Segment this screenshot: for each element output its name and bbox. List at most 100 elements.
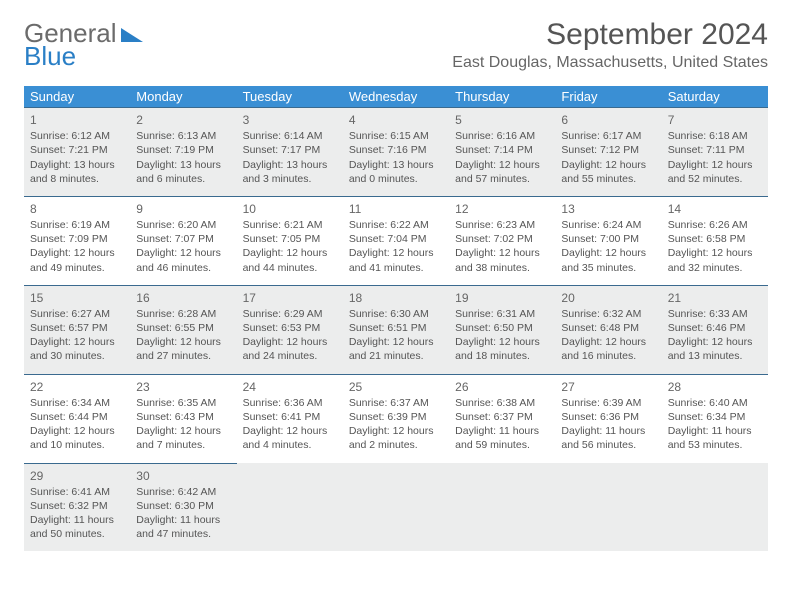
calendar-cell (343, 463, 449, 552)
day-number: 29 (30, 468, 124, 484)
sunset-text: Sunset: 6:43 PM (136, 410, 230, 424)
daylight-text: Daylight: 12 hours and 35 minutes. (561, 246, 655, 274)
sunrise-text: Sunrise: 6:31 AM (455, 307, 549, 321)
daylight-text: Daylight: 13 hours and 6 minutes. (136, 158, 230, 186)
daylight-text: Daylight: 12 hours and 38 minutes. (455, 246, 549, 274)
month-title: September 2024 (452, 18, 768, 52)
day-number: 5 (455, 112, 549, 128)
sunset-text: Sunset: 6:37 PM (455, 410, 549, 424)
sunrise-text: Sunrise: 6:40 AM (668, 396, 762, 410)
location-text: East Douglas, Massachusetts, United Stat… (452, 54, 768, 72)
day-number: 9 (136, 201, 230, 217)
calendar-cell: 29Sunrise: 6:41 AMSunset: 6:32 PMDayligh… (24, 463, 130, 552)
sunrise-text: Sunrise: 6:12 AM (30, 129, 124, 143)
sunset-text: Sunset: 7:21 PM (30, 143, 124, 157)
logo-word2: Blue (24, 41, 76, 71)
sunrise-text: Sunrise: 6:29 AM (243, 307, 337, 321)
sunrise-text: Sunrise: 6:13 AM (136, 129, 230, 143)
sunset-text: Sunset: 6:48 PM (561, 321, 655, 335)
sunrise-text: Sunrise: 6:34 AM (30, 396, 124, 410)
sunrise-text: Sunrise: 6:23 AM (455, 218, 549, 232)
day-number: 12 (455, 201, 549, 217)
sunset-text: Sunset: 6:46 PM (668, 321, 762, 335)
daylight-text: Daylight: 12 hours and 21 minutes. (349, 335, 443, 363)
day-number: 24 (243, 379, 337, 395)
sunrise-text: Sunrise: 6:28 AM (136, 307, 230, 321)
calendar-cell: 10Sunrise: 6:21 AMSunset: 7:05 PMDayligh… (237, 196, 343, 285)
day-number: 8 (30, 201, 124, 217)
sunrise-text: Sunrise: 6:15 AM (349, 129, 443, 143)
weekday-header: Wednesday (343, 86, 449, 107)
sunrise-text: Sunrise: 6:16 AM (455, 129, 549, 143)
sunset-text: Sunset: 7:11 PM (668, 143, 762, 157)
daylight-text: Daylight: 12 hours and 27 minutes. (136, 335, 230, 363)
calendar-cell: 19Sunrise: 6:31 AMSunset: 6:50 PMDayligh… (449, 285, 555, 374)
calendar-cell: 3Sunrise: 6:14 AMSunset: 7:17 PMDaylight… (237, 107, 343, 196)
weekday-header: Saturday (662, 86, 768, 107)
calendar-cell: 20Sunrise: 6:32 AMSunset: 6:48 PMDayligh… (555, 285, 661, 374)
day-number: 4 (349, 112, 443, 128)
sunset-text: Sunset: 7:02 PM (455, 232, 549, 246)
day-number: 28 (668, 379, 762, 395)
header: General Blue September 2024 East Douglas… (24, 18, 768, 80)
weekday-header: Sunday (24, 86, 130, 107)
calendar-cell: 17Sunrise: 6:29 AMSunset: 6:53 PMDayligh… (237, 285, 343, 374)
sunset-text: Sunset: 6:53 PM (243, 321, 337, 335)
logo: General Blue (24, 18, 143, 69)
sunrise-text: Sunrise: 6:14 AM (243, 129, 337, 143)
weekday-header: Monday (130, 86, 236, 107)
sunset-text: Sunset: 6:41 PM (243, 410, 337, 424)
day-number: 22 (30, 379, 124, 395)
day-number: 16 (136, 290, 230, 306)
daylight-text: Daylight: 12 hours and 49 minutes. (30, 246, 124, 274)
calendar-cell: 6Sunrise: 6:17 AMSunset: 7:12 PMDaylight… (555, 107, 661, 196)
sunset-text: Sunset: 6:36 PM (561, 410, 655, 424)
daylight-text: Daylight: 13 hours and 8 minutes. (30, 158, 124, 186)
sunset-text: Sunset: 6:51 PM (349, 321, 443, 335)
calendar-cell: 14Sunrise: 6:26 AMSunset: 6:58 PMDayligh… (662, 196, 768, 285)
day-number: 15 (30, 290, 124, 306)
day-number: 21 (668, 290, 762, 306)
sunset-text: Sunset: 7:07 PM (136, 232, 230, 246)
day-number: 17 (243, 290, 337, 306)
calendar-cell: 8Sunrise: 6:19 AMSunset: 7:09 PMDaylight… (24, 196, 130, 285)
sunrise-text: Sunrise: 6:38 AM (455, 396, 549, 410)
day-number: 1 (30, 112, 124, 128)
sunrise-text: Sunrise: 6:18 AM (668, 129, 762, 143)
sunset-text: Sunset: 6:32 PM (30, 499, 124, 513)
day-number: 20 (561, 290, 655, 306)
daylight-text: Daylight: 12 hours and 18 minutes. (455, 335, 549, 363)
daylight-text: Daylight: 12 hours and 13 minutes. (668, 335, 762, 363)
sunrise-text: Sunrise: 6:24 AM (561, 218, 655, 232)
daylight-text: Daylight: 12 hours and 24 minutes. (243, 335, 337, 363)
daylight-text: Daylight: 12 hours and 52 minutes. (668, 158, 762, 186)
day-number: 26 (455, 379, 549, 395)
calendar-cell (555, 463, 661, 552)
sunrise-text: Sunrise: 6:33 AM (668, 307, 762, 321)
calendar-cell: 23Sunrise: 6:35 AMSunset: 6:43 PMDayligh… (130, 374, 236, 463)
calendar-cell: 4Sunrise: 6:15 AMSunset: 7:16 PMDaylight… (343, 107, 449, 196)
calendar-cell: 18Sunrise: 6:30 AMSunset: 6:51 PMDayligh… (343, 285, 449, 374)
day-number: 27 (561, 379, 655, 395)
calendar-cell: 11Sunrise: 6:22 AMSunset: 7:04 PMDayligh… (343, 196, 449, 285)
sunrise-text: Sunrise: 6:35 AM (136, 396, 230, 410)
daylight-text: Daylight: 11 hours and 50 minutes. (30, 513, 124, 541)
calendar-cell: 28Sunrise: 6:40 AMSunset: 6:34 PMDayligh… (662, 374, 768, 463)
sunset-text: Sunset: 6:34 PM (668, 410, 762, 424)
sunrise-text: Sunrise: 6:20 AM (136, 218, 230, 232)
calendar-cell: 22Sunrise: 6:34 AMSunset: 6:44 PMDayligh… (24, 374, 130, 463)
daylight-text: Daylight: 12 hours and 7 minutes. (136, 424, 230, 452)
sunset-text: Sunset: 7:05 PM (243, 232, 337, 246)
sunset-text: Sunset: 7:04 PM (349, 232, 443, 246)
calendar-cell: 27Sunrise: 6:39 AMSunset: 6:36 PMDayligh… (555, 374, 661, 463)
calendar-cell: 13Sunrise: 6:24 AMSunset: 7:00 PMDayligh… (555, 196, 661, 285)
sunset-text: Sunset: 7:12 PM (561, 143, 655, 157)
calendar-cell: 25Sunrise: 6:37 AMSunset: 6:39 PMDayligh… (343, 374, 449, 463)
sunrise-text: Sunrise: 6:22 AM (349, 218, 443, 232)
day-number: 3 (243, 112, 337, 128)
sunset-text: Sunset: 6:50 PM (455, 321, 549, 335)
sunset-text: Sunset: 7:00 PM (561, 232, 655, 246)
weekday-header: Thursday (449, 86, 555, 107)
calendar-cell (662, 463, 768, 552)
sunset-text: Sunset: 6:57 PM (30, 321, 124, 335)
